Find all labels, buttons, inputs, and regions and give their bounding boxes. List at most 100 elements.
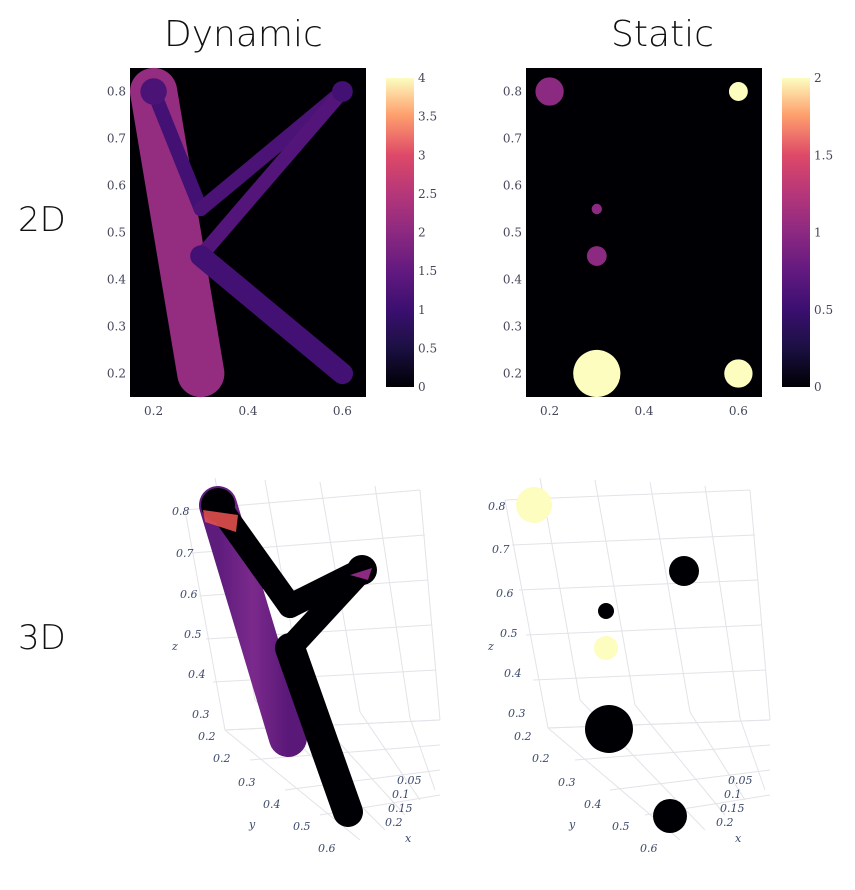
colorbar-tick-label: 1	[418, 303, 426, 317]
3d-dynamic-structure	[199, 486, 377, 827]
row-title-3d: 3D	[18, 618, 66, 658]
3d-dynamic-thick-tube	[199, 486, 307, 757]
colorbar-tick-label: 3	[418, 148, 426, 162]
colorbar-tick-label: 3.5	[418, 110, 437, 124]
3d-static-sphere	[653, 799, 687, 833]
colorbar-tick-label: 1	[814, 226, 822, 240]
y-tick-label: 0.2	[503, 367, 522, 381]
y-tick-label: 0.4	[107, 273, 126, 287]
y-tick-label: 0.6	[640, 842, 658, 855]
y-tick-label: 0.6	[318, 842, 336, 855]
3d-static-sphere	[598, 603, 614, 619]
z-tick-label: 0.2	[514, 730, 532, 743]
y-tick-label: 0.7	[503, 132, 522, 146]
x-axis-label: x	[735, 832, 742, 845]
colorbar-tick-label: 1.5	[814, 148, 833, 162]
x-tick-label: 0.1	[724, 788, 742, 801]
y-tick-label: 0.2	[213, 752, 231, 765]
y-tick-label: 0.3	[503, 320, 522, 334]
data-point	[535, 77, 564, 106]
y-tick-label: 0.4	[584, 798, 602, 811]
z-tick-label: 0.3	[508, 707, 526, 720]
3d-static-sphere	[669, 556, 699, 586]
colorbar-tick-label: 0.5	[814, 303, 833, 317]
heatmap-segment	[193, 84, 350, 264]
y-tick-label: 0.8	[107, 85, 126, 99]
x-tick-label: 0.15	[720, 802, 745, 815]
3d-dynamic-middle-arm	[278, 558, 374, 660]
data-point	[573, 349, 621, 398]
colorbar-tick-label: 2.5	[418, 187, 437, 201]
panel-2d-dynamic: 0.2 0.4 0.6 0.2 0.3 0.4 0.5 0.6 0.7 0.8 0 0.5 1 1.5 2…	[107, 67, 437, 418]
colorbar-tick-label: 0.5	[418, 341, 437, 355]
data-point	[586, 246, 607, 266]
z-tick-label: 0.7	[176, 547, 194, 560]
x-tick-label: 0.2	[540, 404, 559, 418]
colorbar-tick-label: 0	[814, 380, 822, 394]
z-tick-label: 0.5	[500, 627, 518, 640]
column-title-static: Static	[611, 14, 714, 55]
colorbar-tick-label: 4	[418, 71, 426, 85]
x-tick-label: 0.6	[333, 404, 352, 418]
3d-dynamic-hot-band	[203, 510, 238, 532]
x-tick-label: 0.2	[385, 816, 403, 829]
3d-dynamic-right-cap	[347, 555, 377, 585]
z-tick-label: 0.3	[192, 708, 210, 721]
heatmap-segment	[146, 84, 208, 217]
x-tick-label: 0.4	[634, 404, 653, 418]
z-axis-label: z	[487, 640, 494, 653]
y-tick-label: 0.2	[107, 367, 126, 381]
z-tick-label: 0.7	[492, 543, 510, 556]
z-tick-label: 0.4	[188, 668, 206, 681]
x-tick-label: 0.4	[238, 404, 257, 418]
x-tick-label: 0.6	[729, 404, 748, 418]
y-tick-label: 0.3	[558, 776, 576, 789]
data-point	[332, 81, 353, 102]
z-axis-label: z	[171, 640, 178, 653]
colorbar-tick-label: 0	[418, 380, 426, 394]
x-tick-label: 0.2	[716, 816, 734, 829]
3d-static-sphere	[594, 636, 618, 660]
data-point	[724, 359, 753, 388]
z-tick-label: 0.6	[180, 588, 198, 601]
3d-static-sphere	[516, 487, 552, 523]
data-point	[140, 78, 167, 105]
y-tick-label: 0.4	[503, 273, 522, 287]
z-tick-label: 0.4	[504, 667, 522, 680]
y-tick-label: 0.7	[107, 132, 126, 146]
colorbar-tick-label: 1.5	[418, 264, 437, 278]
x-axis-label: x	[405, 832, 412, 845]
y-tick-label: 0.4	[263, 798, 281, 811]
y-axis-label: y	[568, 818, 576, 831]
colorbar-tick-label: 2	[418, 226, 426, 240]
panel-3d-dynamic: 0.8 0.7 0.6 0.5 0.4 0.3 0.2 0.2 0.3 0.4 0.5 0.6 0.2 0…	[171, 477, 441, 855]
panel-3d-static: 0.80.70.60.50.40.30.20.20.30.40.50.60.20…	[487, 477, 771, 855]
colorbar-tick-label: 2	[814, 71, 822, 85]
z-tick-label: 0.6	[496, 587, 514, 600]
y-tick-label: 0.5	[612, 820, 630, 833]
y-tick-label: 0.5	[503, 226, 522, 240]
colorbar	[782, 78, 810, 387]
heatmap-segment	[130, 67, 225, 398]
x-tick-label: 0.05	[728, 774, 753, 787]
data-point	[591, 203, 602, 215]
x-tick-label: 0.1	[392, 788, 410, 801]
data-point	[728, 82, 748, 101]
y-tick-label: 0.5	[293, 820, 311, 833]
panel-2d-static: 0.2 0.4 0.6 0.2 0.3 0.4 0.5 0.6 0.7 0.8 0 0.5 1 1.5 2	[503, 68, 833, 418]
z-tick-label: 0.5	[184, 628, 202, 641]
y-tick-label: 0.5	[107, 226, 126, 240]
y-axis-label: y	[248, 818, 256, 831]
3d-static-sphere	[585, 705, 633, 753]
row-title-2d: 2D	[18, 200, 66, 240]
plot-background	[526, 68, 762, 397]
y-tick-label: 0.6	[107, 179, 126, 193]
z-tick-label: 0.2	[198, 730, 216, 743]
y-tick-label: 0.2	[532, 752, 550, 765]
column-title-dynamic: Dynamic	[164, 14, 323, 55]
y-tick-label: 0.3	[238, 776, 256, 789]
y-tick-label: 0.8	[503, 85, 522, 99]
z-tick-label: 0.8	[172, 505, 190, 518]
y-tick-label: 0.3	[107, 320, 126, 334]
